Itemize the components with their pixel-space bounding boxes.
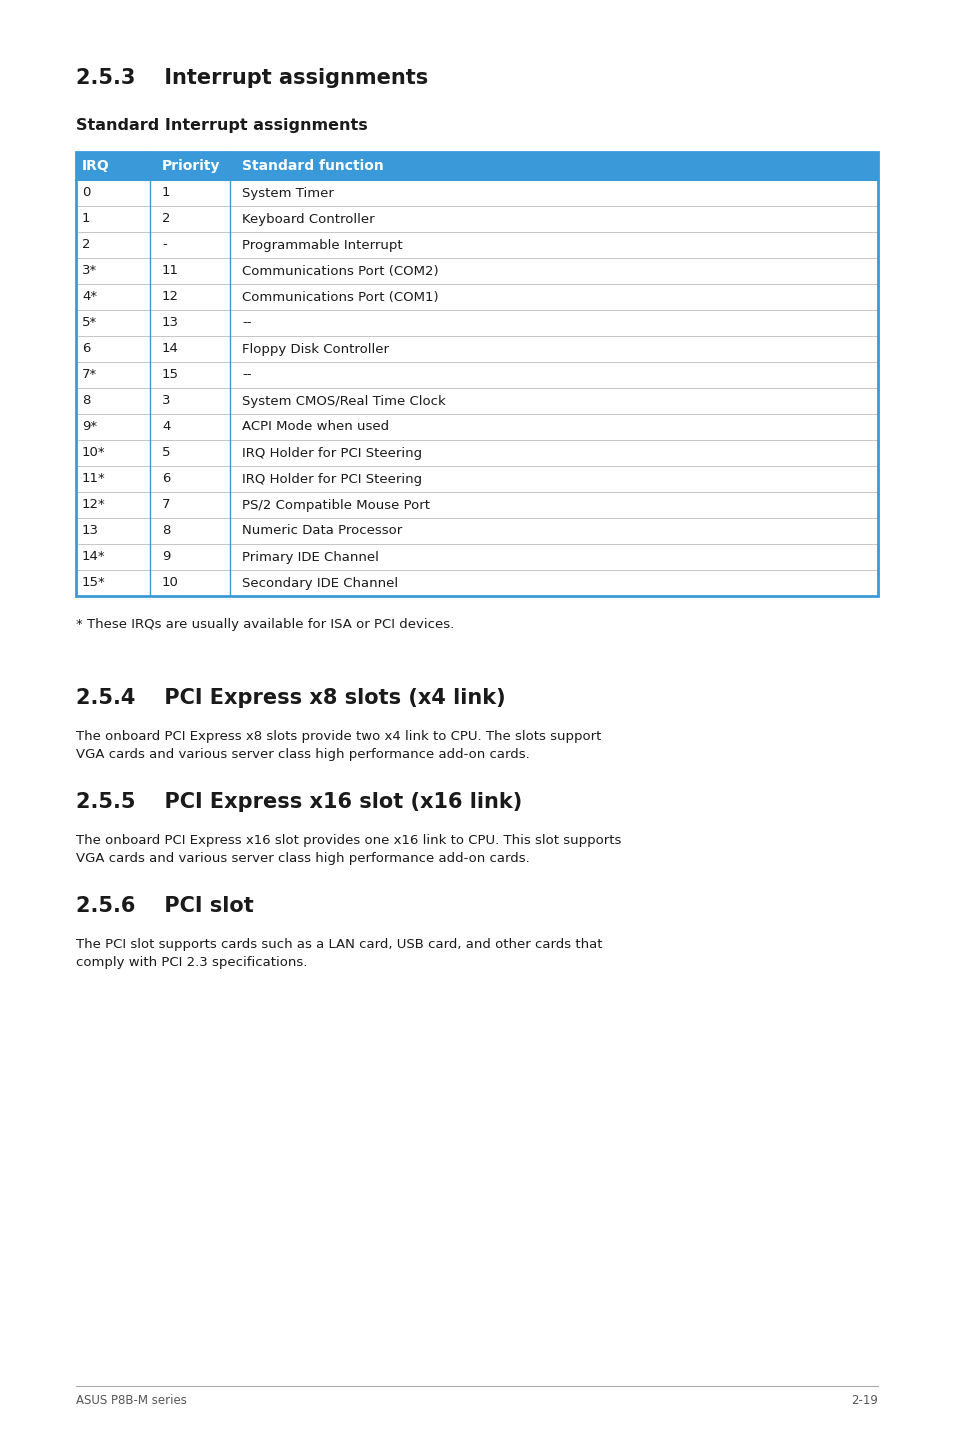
- Text: Priority: Priority: [162, 160, 220, 173]
- Text: 2-19: 2-19: [850, 1393, 877, 1406]
- Text: 2: 2: [82, 239, 91, 252]
- Text: Numeric Data Processor: Numeric Data Processor: [242, 525, 402, 538]
- Text: Communications Port (COM2): Communications Port (COM2): [242, 265, 438, 278]
- Text: --: --: [242, 316, 252, 329]
- Text: 2: 2: [162, 213, 171, 226]
- Text: Communications Port (COM1): Communications Port (COM1): [242, 290, 438, 303]
- Text: Floppy Disk Controller: Floppy Disk Controller: [242, 342, 389, 355]
- Text: 2.5.5    PCI Express x16 slot (x16 link): 2.5.5 PCI Express x16 slot (x16 link): [76, 792, 521, 812]
- Text: 12: 12: [162, 290, 179, 303]
- Text: System CMOS/Real Time Clock: System CMOS/Real Time Clock: [242, 394, 445, 407]
- Text: Standard function: Standard function: [242, 160, 383, 173]
- Text: 14*: 14*: [82, 551, 106, 564]
- Text: 6: 6: [82, 342, 91, 355]
- Text: IRQ Holder for PCI Steering: IRQ Holder for PCI Steering: [242, 473, 421, 486]
- Text: 10*: 10*: [82, 447, 106, 460]
- Text: 1: 1: [162, 187, 171, 200]
- Text: The onboard PCI Express x16 slot provides one x16 link to CPU. This slot support: The onboard PCI Express x16 slot provide…: [76, 834, 620, 866]
- Text: 9*: 9*: [82, 420, 97, 433]
- Bar: [76, 152, 877, 180]
- Text: System Timer: System Timer: [242, 187, 334, 200]
- Text: IRQ Holder for PCI Steering: IRQ Holder for PCI Steering: [242, 447, 421, 460]
- Text: 15: 15: [162, 368, 179, 381]
- Text: 8: 8: [82, 394, 91, 407]
- Text: 1: 1: [82, 213, 91, 226]
- Text: 12*: 12*: [82, 499, 106, 512]
- Text: 4*: 4*: [82, 290, 97, 303]
- Text: 6: 6: [162, 473, 171, 486]
- Bar: [76, 152, 877, 595]
- Text: ACPI Mode when used: ACPI Mode when used: [242, 420, 389, 433]
- Text: 4: 4: [162, 420, 171, 433]
- Text: Programmable Interrupt: Programmable Interrupt: [242, 239, 402, 252]
- Text: * These IRQs are usually available for ISA or PCI devices.: * These IRQs are usually available for I…: [76, 618, 454, 631]
- Text: 5: 5: [162, 447, 171, 460]
- Text: The PCI slot supports cards such as a LAN card, USB card, and other cards that
c: The PCI slot supports cards such as a LA…: [76, 938, 602, 969]
- Text: Secondary IDE Channel: Secondary IDE Channel: [242, 577, 397, 590]
- Text: 11*: 11*: [82, 473, 106, 486]
- Text: Keyboard Controller: Keyboard Controller: [242, 213, 375, 226]
- Text: ASUS P8B-M series: ASUS P8B-M series: [76, 1393, 187, 1406]
- Text: 7*: 7*: [82, 368, 97, 381]
- Text: 0: 0: [82, 187, 91, 200]
- Text: 10: 10: [162, 577, 178, 590]
- Text: Standard Interrupt assignments: Standard Interrupt assignments: [76, 118, 367, 132]
- Text: 13: 13: [82, 525, 99, 538]
- Text: 14: 14: [162, 342, 178, 355]
- Text: 2.5.3    Interrupt assignments: 2.5.3 Interrupt assignments: [76, 68, 428, 88]
- Text: 2.5.6    PCI slot: 2.5.6 PCI slot: [76, 896, 253, 916]
- Text: 8: 8: [162, 525, 171, 538]
- Text: IRQ: IRQ: [82, 160, 110, 173]
- Text: 9: 9: [162, 551, 171, 564]
- Text: 13: 13: [162, 316, 179, 329]
- Text: 3*: 3*: [82, 265, 97, 278]
- Text: 5*: 5*: [82, 316, 97, 329]
- Text: 2.5.4    PCI Express x8 slots (x4 link): 2.5.4 PCI Express x8 slots (x4 link): [76, 687, 505, 707]
- Text: The onboard PCI Express x8 slots provide two x4 link to CPU. The slots support
V: The onboard PCI Express x8 slots provide…: [76, 731, 600, 761]
- Text: -: -: [162, 239, 167, 252]
- Text: Primary IDE Channel: Primary IDE Channel: [242, 551, 378, 564]
- Text: 3: 3: [162, 394, 171, 407]
- Text: 11: 11: [162, 265, 179, 278]
- Text: 7: 7: [162, 499, 171, 512]
- Text: --: --: [242, 368, 252, 381]
- Text: PS/2 Compatible Mouse Port: PS/2 Compatible Mouse Port: [242, 499, 430, 512]
- Text: 15*: 15*: [82, 577, 106, 590]
